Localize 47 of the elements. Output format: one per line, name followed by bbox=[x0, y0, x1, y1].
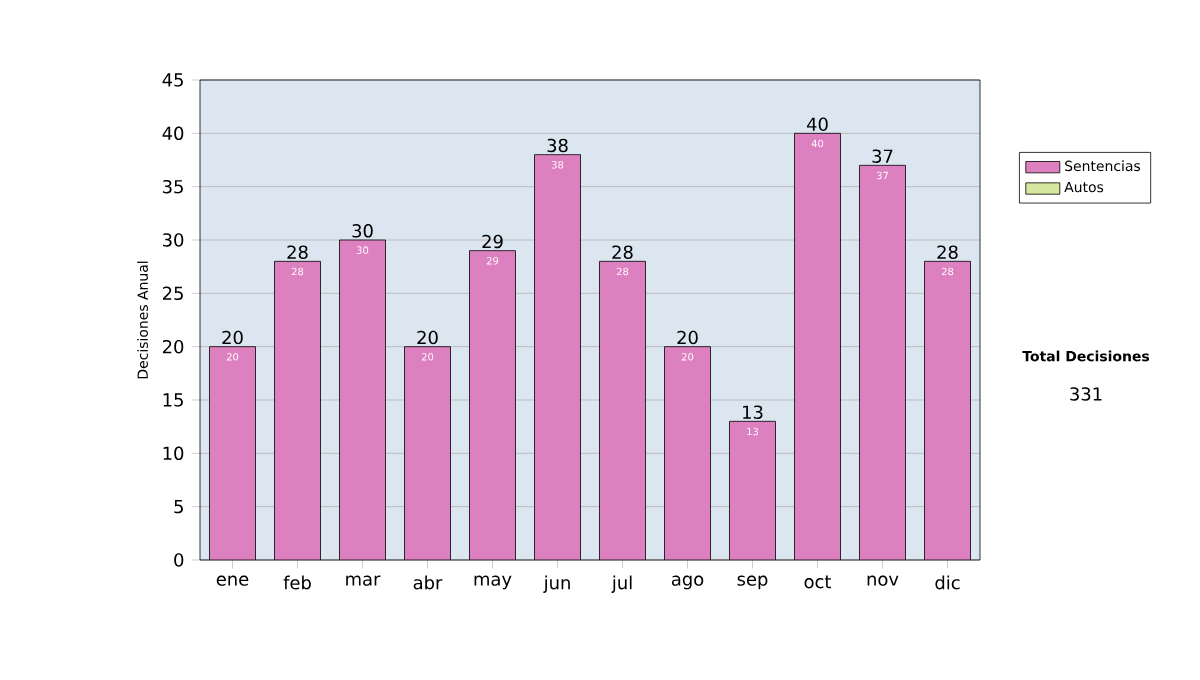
bar bbox=[339, 240, 386, 560]
y-tick-label: 45 bbox=[162, 73, 183, 87]
y-tick-label: 40 bbox=[162, 126, 184, 141]
x-tick-label: abr bbox=[413, 575, 443, 590]
total-label: 13 bbox=[743, 405, 763, 419]
y-tick-label: 5 bbox=[174, 500, 183, 514]
bar bbox=[469, 250, 516, 560]
bar bbox=[924, 260, 971, 560]
x-tick-label: may bbox=[474, 575, 512, 590]
bar bbox=[859, 165, 906, 560]
x-tick-label: ago bbox=[671, 575, 704, 590]
x-tick-label: mar bbox=[346, 575, 381, 586]
bar bbox=[404, 346, 451, 560]
total-label: 28 bbox=[287, 245, 308, 259]
x-tick-label: nov bbox=[867, 575, 899, 586]
x-tick-label: ene bbox=[216, 575, 249, 586]
bar bbox=[209, 346, 256, 560]
total-label: 29 bbox=[482, 234, 503, 249]
y-tick-label: 25 bbox=[162, 286, 183, 301]
y-tick-label: 35 bbox=[163, 179, 183, 194]
x-tick-label: sep bbox=[737, 575, 768, 590]
bar bbox=[599, 261, 646, 560]
y-tick-label: 0 bbox=[174, 553, 184, 567]
total-label: 30 bbox=[352, 224, 373, 238]
x-tick-label: oct bbox=[804, 575, 832, 589]
total-label: 38 bbox=[547, 138, 568, 153]
total-label: 37 bbox=[872, 149, 893, 163]
total-label: 20 bbox=[222, 330, 243, 345]
x-tick-label: feb bbox=[283, 575, 311, 590]
total-label: 20 bbox=[677, 330, 698, 345]
total-label: 28 bbox=[937, 245, 958, 259]
bar bbox=[729, 421, 776, 560]
bar bbox=[534, 154, 581, 560]
total-label: 20 bbox=[417, 330, 438, 345]
bar bbox=[794, 133, 841, 560]
y-tick-label: 20 bbox=[162, 339, 184, 354]
bar bbox=[274, 261, 321, 560]
x-tick-label: dic bbox=[935, 575, 960, 590]
text: 331 bbox=[1070, 387, 1102, 401]
total-label: 28 bbox=[612, 245, 633, 259]
bar bbox=[664, 346, 711, 560]
x-tick-label: jul bbox=[611, 575, 632, 593]
x-tick-label: jun bbox=[543, 575, 570, 593]
y-tick-label: 30 bbox=[163, 233, 184, 247]
y-tick-label: 10 bbox=[163, 446, 184, 461]
y-tick-label: 15 bbox=[163, 393, 183, 407]
total-label: 40 bbox=[806, 117, 828, 131]
